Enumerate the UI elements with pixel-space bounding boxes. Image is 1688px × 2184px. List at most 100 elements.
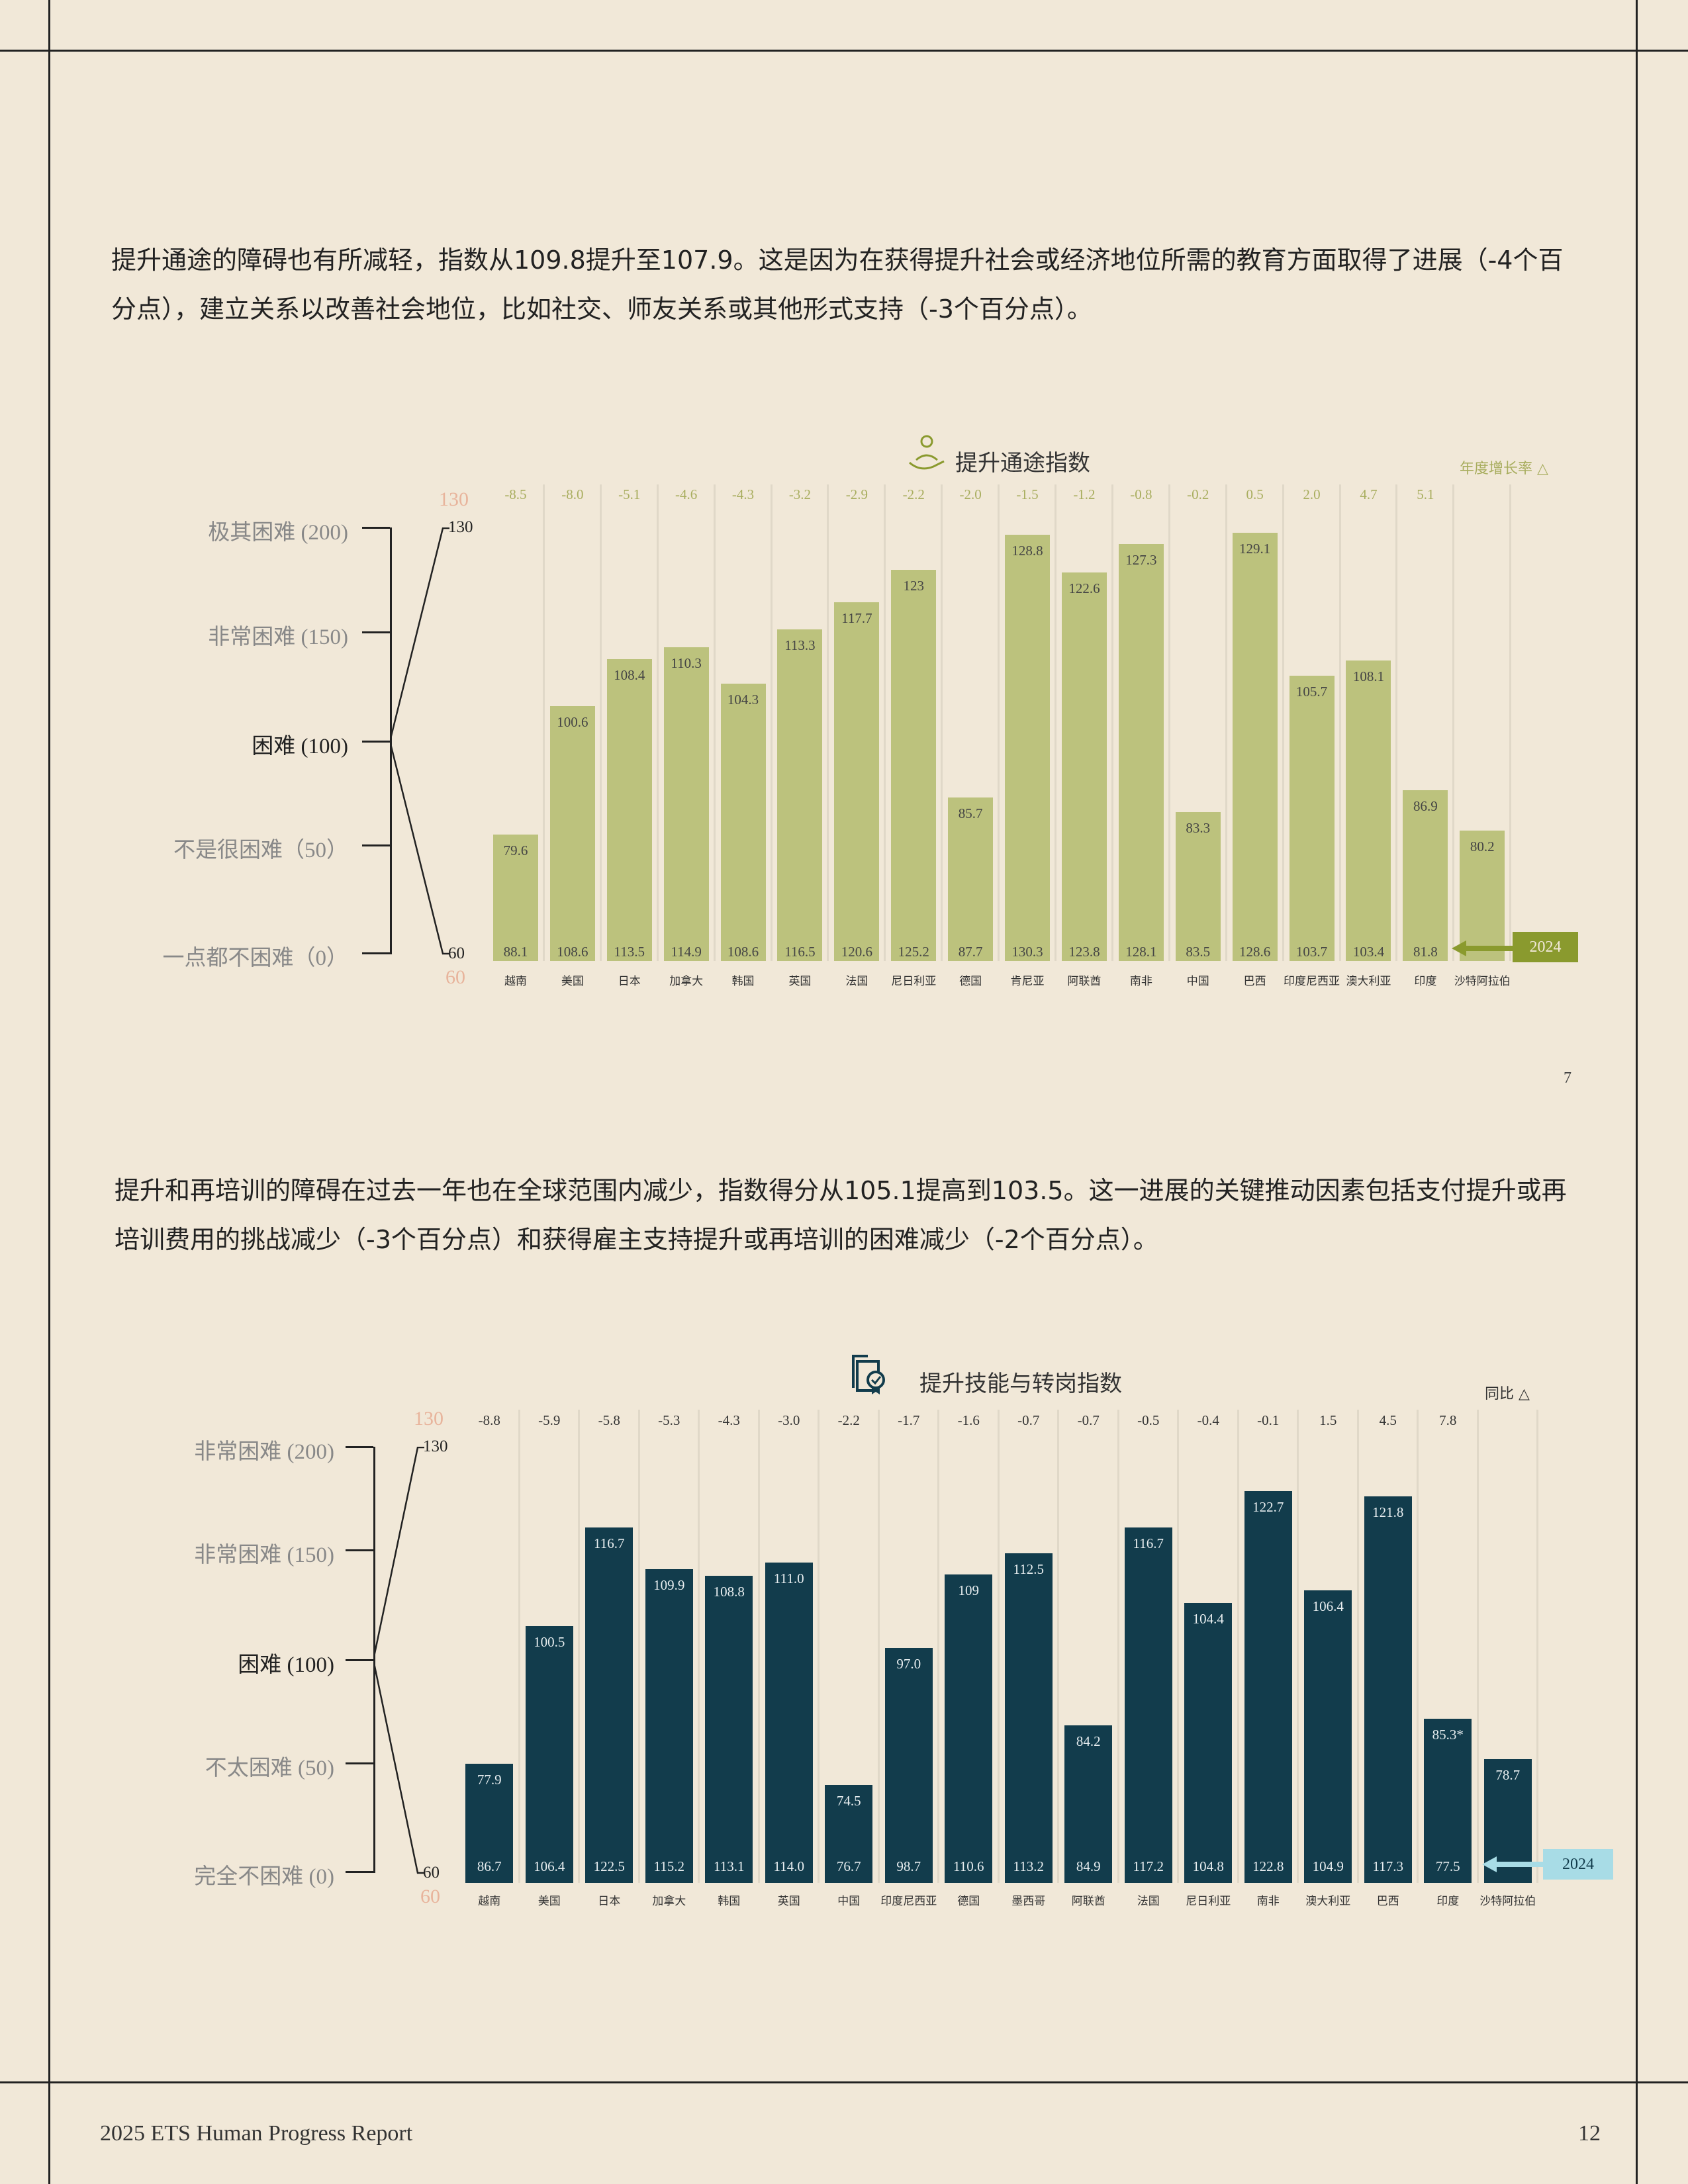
column-divider — [1055, 484, 1056, 961]
bar-value-2024: 116.5 — [784, 944, 816, 960]
column-divider — [1225, 484, 1227, 961]
scale-tick — [346, 1549, 373, 1551]
bar — [1232, 533, 1278, 961]
bar-value-2024: 103.4 — [1352, 944, 1385, 960]
axis-tick-60: 60 — [423, 1864, 440, 1882]
column-divider — [998, 484, 1000, 961]
change-label: -8.8 — [478, 1412, 500, 1428]
column-divider — [1452, 484, 1455, 961]
bar-value-2024: 115.2 — [653, 1858, 684, 1874]
change-label: -0.2 — [1187, 486, 1209, 502]
legend-2024-box: 2024 — [1513, 932, 1578, 962]
page-border-right — [1636, 0, 1638, 2184]
category-label: 日本 — [598, 1895, 621, 1908]
category-label: 加拿大 — [669, 975, 704, 988]
column-divider — [757, 1410, 760, 1883]
bar — [1184, 1602, 1233, 1883]
change-label: -8.0 — [561, 486, 584, 502]
bar-value-2024: 117.3 — [1372, 1858, 1403, 1874]
bar — [492, 834, 538, 961]
bar — [585, 1527, 633, 1883]
scale-label: 极其困难 (200) — [208, 521, 348, 545]
bar — [663, 647, 709, 961]
category-label: 美国 — [561, 975, 584, 988]
change-label: -8.5 — [504, 486, 527, 502]
bar-value-2024: 81.8 — [1413, 944, 1438, 960]
change-label: -5.9 — [538, 1412, 561, 1428]
change-label: -4.3 — [731, 486, 755, 502]
bar — [777, 629, 823, 961]
category-label: 沙特阿拉伯 — [1454, 975, 1511, 988]
bar-value-2025: 85.7 — [958, 805, 983, 821]
scale-label: 一点都不困难（0） — [162, 946, 349, 970]
bar — [465, 1764, 514, 1883]
category-label: 德国 — [957, 1895, 980, 1908]
axis-tick-60-faint: 60 — [420, 1886, 440, 1907]
scale-tick — [362, 631, 390, 633]
arrow-left-icon — [1452, 939, 1513, 958]
category-label: 阿联酋 — [1067, 975, 1102, 988]
bar-value-2025: 78.7 — [1495, 1766, 1521, 1783]
change-label: -0.7 — [1017, 1412, 1040, 1428]
bar-value-2024: 114.9 — [671, 944, 702, 960]
category-label: 德国 — [959, 975, 982, 988]
category-label: 印度尼西亚 — [880, 1895, 937, 1908]
scale-label: 困难 (100) — [238, 1653, 334, 1677]
bar-value-2024: 123.8 — [1068, 944, 1100, 960]
category-label: 法国 — [845, 975, 868, 988]
scale-label: 非常困难 (200) — [194, 1440, 334, 1464]
page-border-top — [0, 50, 1688, 52]
column-divider — [1237, 1410, 1239, 1883]
bar-value-2024: 128.1 — [1125, 944, 1157, 960]
scale-tick — [346, 1659, 373, 1661]
page-border-left — [48, 0, 50, 2184]
bar-value-2024: 125.2 — [898, 944, 929, 960]
bar — [1424, 1719, 1472, 1883]
bar — [765, 1562, 813, 1883]
bar-value-2024: 104.8 — [1192, 1858, 1224, 1874]
change-label: -1.7 — [898, 1412, 920, 1428]
bar-value-2025: 79.6 — [503, 842, 528, 858]
scale-label: 不太困难 (50) — [205, 1756, 334, 1780]
bar-value-2025: 121.8 — [1372, 1504, 1404, 1521]
category-label: 印度 — [1436, 1895, 1460, 1908]
bar-value-2025: 123 — [903, 578, 924, 594]
axis-tick-60-faint: 60 — [445, 966, 465, 988]
bar-value-2025: 122.6 — [1068, 580, 1100, 597]
legend-2024-box: 2024 — [1543, 1849, 1613, 1880]
scale-label: 非常困难 (150) — [208, 625, 348, 649]
certificate-check-icon — [851, 1353, 890, 1396]
change-label: 0.5 — [1246, 486, 1264, 502]
column-divider — [578, 1410, 580, 1883]
category-label: 尼日利亚 — [891, 975, 937, 988]
change-label: -0.1 — [1257, 1412, 1280, 1428]
scale-bracket — [373, 1447, 375, 1873]
change-label: 1.5 — [1319, 1412, 1337, 1428]
change-label: -2.0 — [959, 486, 982, 502]
axis-tick-130: 130 — [423, 1437, 448, 1455]
change-label: -1.5 — [1016, 486, 1039, 502]
bar-value-2025: 117.7 — [841, 610, 872, 627]
change-label: 2.0 — [1303, 486, 1321, 502]
bar-value-2025: 110.3 — [671, 655, 702, 672]
change-label: -2.2 — [837, 1412, 860, 1428]
change-label: -1.2 — [1073, 486, 1096, 502]
column-divider — [656, 484, 659, 961]
scale-mapping-lines — [389, 527, 451, 955]
bar-value-2024: 98.7 — [896, 1858, 921, 1874]
category-label: 韩国 — [718, 1895, 741, 1908]
bar — [1124, 1527, 1172, 1883]
change-label: -2.2 — [902, 486, 925, 502]
bar — [1304, 1590, 1352, 1883]
bar-value-2025: 106.4 — [1312, 1598, 1344, 1615]
change-label: -5.1 — [618, 486, 641, 502]
footer-title: 2025 ETS Human Progress Report — [100, 2121, 413, 2146]
bar-value-2025: 113.3 — [784, 637, 816, 653]
column-divider — [698, 1410, 700, 1883]
bar — [884, 1647, 933, 1883]
category-label: 南非 — [1256, 1895, 1280, 1908]
category-label: 印度 — [1414, 975, 1437, 988]
bar-value-2024: 103.7 — [1295, 944, 1328, 960]
scale-tick — [362, 527, 390, 529]
bar-value-2024: 106.4 — [534, 1858, 565, 1874]
